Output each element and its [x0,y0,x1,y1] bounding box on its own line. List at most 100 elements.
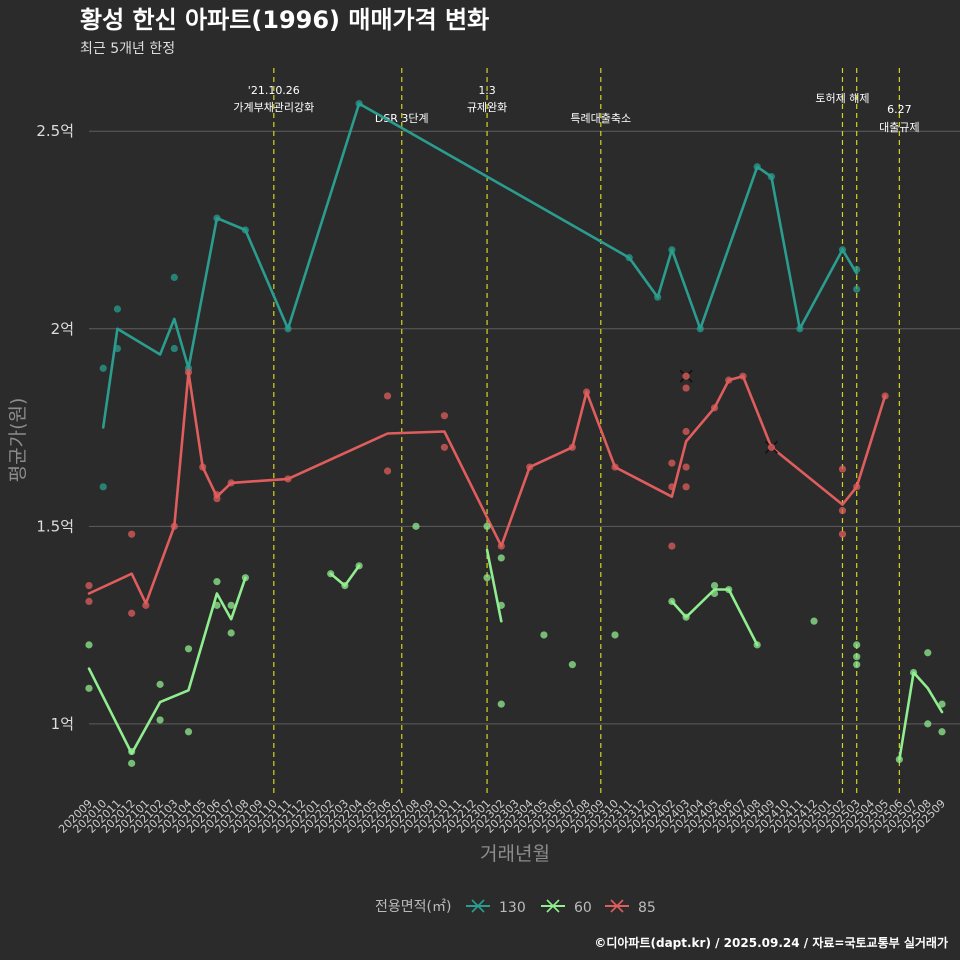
series-130-point [853,265,861,274]
series-60-line [485,548,503,623]
series-60-point [355,562,363,570]
y-tick-label: 1억 [51,715,74,733]
series-130-point [213,214,221,222]
series-60-point [924,720,932,728]
series-85-point [682,427,690,436]
series-85-point [838,530,847,538]
series-85-point [227,479,235,487]
series-60-point [128,759,136,767]
series-60-point [810,617,818,625]
series-130-point [113,305,122,313]
series-60-point [938,728,946,736]
series-130-point [853,285,861,293]
series-85-point [85,581,93,590]
series-60-point [483,574,491,582]
series-130-point [99,483,107,491]
series-60-point [853,641,861,649]
series-lines [87,102,944,761]
series-85-point [85,597,93,605]
series-85-point [668,542,676,550]
series-60-point [725,585,733,594]
series-60-point [853,653,861,661]
y-tick-label: 1.5억 [36,517,74,535]
series-60-point [568,661,576,669]
series-85-cross-point-dot [767,443,776,451]
y-tick-label: 2.5억 [36,122,74,140]
series-85-point [853,483,861,491]
series-130-point [170,273,178,282]
legend-60-label: 60 [574,900,592,916]
series-130-point [654,293,662,301]
series-85-point [682,384,690,392]
series-60-point [227,601,235,609]
series-130-point [284,325,292,333]
series-130-point [99,364,107,372]
grid-lines [89,130,960,725]
series-points [85,99,946,767]
series-85-cross-point-dot [682,372,690,380]
series-85-point [725,376,733,384]
series-85-point [710,404,719,412]
series-85-point [170,522,178,530]
series-85-point [881,392,889,400]
series-85-point [497,542,505,550]
series-60-point [710,589,719,598]
legend-130-marker [471,899,485,913]
legend-title: 전용면적(㎡) [375,899,451,915]
series-85-point [739,372,747,380]
series-60-point [241,574,249,582]
series-85-line [87,370,887,605]
series-130-point [170,344,178,353]
series-60-line [87,576,247,755]
series-60-point [895,755,903,764]
series-85-point [199,463,207,471]
source-caption: ©디아파트(dapt.kr) / 2025.09.24 / 자료=국토교통부 실… [594,935,948,950]
series-85-point [142,601,150,609]
series-60-point [412,522,420,530]
chart-title: 황성 한신 아파트(1996) 매매가격 변화 [80,6,489,34]
series-85-point [568,443,576,451]
series-60-point [924,649,932,657]
series-85-point [128,530,136,538]
series-60-point [497,700,505,708]
series-130-point [753,163,761,171]
series-85-point [184,368,193,376]
series-60-point [853,661,861,669]
series-85-point [383,392,392,400]
series-85-point [682,483,690,491]
event-label: 특례대출축소 [570,112,631,125]
legend-60-marker [546,899,560,913]
series-85-point [668,483,676,491]
series-60-point [227,629,235,637]
series-130-point [767,173,776,181]
series-85-point [213,495,221,503]
series-60-point [341,581,349,590]
event-label: '21.10.26 [248,84,300,97]
series-130-point [625,254,633,262]
series-130-point [241,226,249,234]
series-85-point [682,463,690,471]
series-130-point [355,99,363,108]
series-130-point [696,325,704,333]
series-60-point [682,613,690,621]
series-85-point [668,459,676,467]
series-60-point [85,641,93,649]
event-label: 6.27 [887,103,912,116]
event-label: 규제완화 [467,101,507,114]
event-label: 1.3 [478,84,496,97]
series-60-point [327,570,335,578]
series-130-point [838,246,847,254]
x-axis-ticks: 2020092020102020112020122021012021022021… [56,797,948,836]
x-axis-title: 거래년월 [480,843,550,865]
event-label: 가계부채관리강화 [233,101,314,114]
series-85-point [440,443,449,451]
series-85-point [611,463,619,471]
series-60-point [213,601,221,609]
series-60-point [938,700,946,708]
series-85-point [526,463,534,471]
legend-85-marker [610,899,624,913]
series-130-line [101,102,858,429]
